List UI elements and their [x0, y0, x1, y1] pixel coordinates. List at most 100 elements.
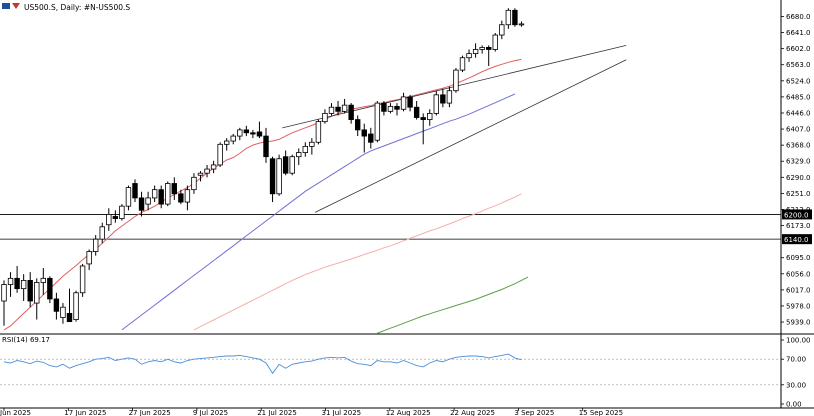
candle-body: [446, 90, 453, 104]
candle-body: [125, 187, 132, 207]
candle: [1, 280, 7, 326]
candle-body: [276, 158, 282, 195]
candle: [93, 235, 99, 256]
chart-title-group: US500.S, Daily: #N-US500.S: [2, 3, 130, 12]
price-tick-label: 6680.0: [786, 13, 811, 21]
price-tick-label: 6641.0: [786, 29, 811, 37]
candle: [315, 119, 322, 145]
candle-body: [151, 189, 158, 199]
candle-body: [184, 189, 191, 203]
price-tick-label: 6173.0: [786, 222, 811, 230]
candle-body: [479, 47, 485, 50]
candle: [178, 189, 184, 205]
candle-body: [145, 197, 151, 205]
candle: [479, 45, 485, 54]
horizontal-levels: 6200.0 6140.0: [0, 209, 812, 245]
candle: [322, 109, 328, 124]
candle: [79, 263, 86, 297]
candle-body: [27, 279, 33, 302]
candle-body: [86, 251, 92, 265]
candle: [40, 268, 46, 295]
candlesticks: [1, 8, 525, 326]
rsi-line: [3, 353, 522, 375]
candle: [512, 8, 518, 27]
candle: [400, 92, 407, 112]
candle-body: [518, 23, 525, 26]
rsi-tick-label: 100.00: [786, 337, 811, 345]
candle-body: [472, 49, 479, 55]
candle: [341, 98, 348, 114]
rsi-label: RSI(14) 69.17: [2, 336, 50, 344]
candle: [7, 272, 14, 297]
candle-body: [14, 277, 20, 290]
candle: [204, 164, 210, 178]
candle-body: [210, 164, 217, 170]
candle: [243, 125, 250, 137]
candle-body: [217, 143, 223, 166]
candle-body: [243, 129, 250, 134]
candle-body: [407, 96, 413, 108]
candle-body: [93, 238, 99, 252]
candle-body: [53, 298, 60, 312]
candle-body: [309, 141, 315, 147]
candle: [466, 49, 472, 62]
candle: [420, 113, 426, 145]
candle: [132, 179, 138, 203]
candle-body: [413, 106, 420, 118]
time-tick-label: 3 Sep 2025: [514, 409, 554, 416]
price-tick-label: 6251.0: [786, 190, 811, 198]
candle-body: [79, 265, 86, 294]
candle-body: [459, 57, 466, 71]
candle: [440, 88, 446, 108]
candle: [302, 142, 308, 157]
price-tick-label: 6407.0: [786, 126, 811, 134]
trendline: [314, 59, 627, 213]
candle: [374, 101, 381, 143]
candle: [165, 181, 171, 207]
time-tick-label: 17 Jun 2025: [64, 409, 106, 416]
horizontal-level-label: 6200.0: [784, 211, 809, 219]
candle: [99, 222, 105, 244]
price-tick-label: 6368.0: [786, 142, 811, 150]
candle-body: [440, 94, 446, 104]
candle: [269, 156, 276, 203]
candle: [20, 274, 27, 302]
candle-body: [335, 106, 341, 112]
candle-body: [453, 69, 459, 92]
time-tick-label: 22 Aug 2025: [450, 409, 495, 416]
candle-body: [138, 197, 145, 211]
price-tick-label: 6212.0: [786, 206, 811, 214]
candle-body: [427, 112, 433, 120]
candle-body: [204, 168, 210, 174]
candle-body: [394, 105, 400, 110]
time-tick-label: 31 Jul 2025: [322, 409, 362, 416]
candle-body: [420, 117, 426, 120]
candle: [217, 142, 223, 167]
candle-body: [485, 47, 492, 50]
candle-body: [223, 140, 230, 145]
candle-body: [132, 183, 138, 199]
candle-body: [269, 158, 276, 195]
candle: [158, 185, 164, 209]
candle-body: [1, 284, 7, 302]
horizontal-level-tag: [782, 234, 812, 245]
candle-body: [158, 189, 164, 205]
candle: [387, 103, 394, 114]
candle-body: [119, 205, 125, 219]
candle: [335, 101, 341, 116]
candle: [14, 265, 20, 293]
candle: [230, 134, 236, 145]
candle: [47, 276, 53, 304]
candle-body: [171, 183, 177, 195]
candle: [112, 210, 119, 223]
candle: [407, 94, 413, 112]
chart-title: US500.S, Daily: #N-US500.S: [24, 3, 130, 12]
candle-body: [354, 119, 361, 131]
horizontal-level-tag: [782, 209, 812, 220]
price-tick-label: 6017.0: [786, 286, 811, 294]
candle-body: [99, 226, 105, 240]
candle: [381, 101, 387, 116]
candle-body: [282, 156, 289, 174]
